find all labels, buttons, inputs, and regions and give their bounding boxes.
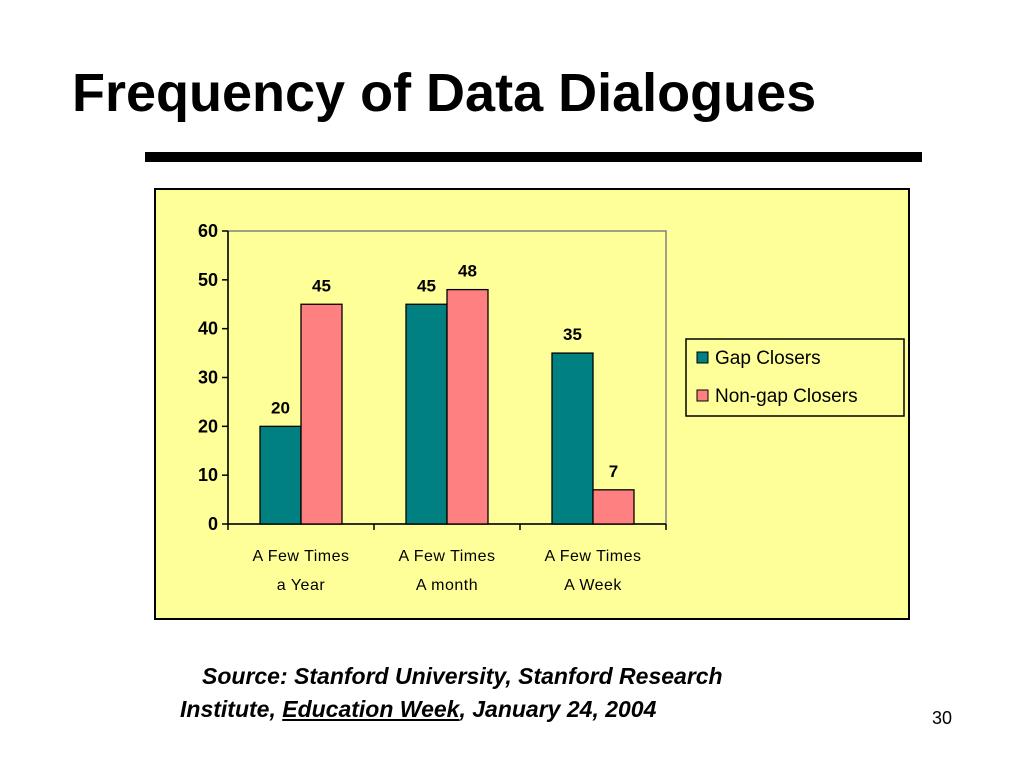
y-tick-label: 40 [198,319,218,339]
data-label: 45 [417,276,436,295]
x-tick-label: A month [416,577,478,594]
data-label: 7 [609,462,618,481]
x-tick-label: A Week [564,577,622,594]
y-tick-label: 20 [198,416,218,436]
legend-label: Gap Closers [715,348,821,369]
source-citation: Source: Stanford University, Stanford Re… [180,660,880,726]
bar [592,489,635,525]
bar [446,288,489,525]
source-line-2: Institute, Education Week, January 24, 2… [180,693,880,726]
data-label: 48 [458,262,477,281]
y-tick-label: 50 [198,270,218,290]
x-tick-label: A Few Times [252,548,349,565]
source-line-2-prefix: Institute, [180,696,283,722]
x-tick-label: a Year [277,577,326,594]
page-number: 30 [932,708,953,728]
chart-panel: 0 10 20 30 40 50 60 A Few Times a Year A Few Time… [154,188,910,620]
bar [551,352,594,525]
source-line-1: Source: Stanford University, Stanford Re… [202,663,723,689]
y-tick-label: 60 [198,221,218,241]
source-publication: Education Week [282,696,460,722]
data-label: 35 [563,325,582,344]
y-tick-label: 0 [208,514,218,534]
data-label: 45 [312,276,331,295]
legend-label: Non-gap Closers [715,386,858,407]
x-tick-label: A Few Times [544,548,641,565]
bar [405,303,448,525]
x-tick-label: A Few Times [398,548,495,565]
data-label: 20 [271,398,290,417]
legend-swatch [696,351,709,364]
bar-chart: 0 10 20 30 40 50 60 A Few Times a Year A Few Time… [198,221,905,594]
legend [685,338,905,417]
legend-swatch [696,389,709,402]
y-tick-label: 30 [198,368,218,388]
title-divider [145,152,922,162]
source-line-2-suffix: , January 24, 2004 [459,696,657,722]
y-tick-label: 10 [198,465,218,485]
slide-title: Frequency of Data Dialogues [72,63,817,123]
bar [259,425,302,525]
bar [300,303,343,525]
